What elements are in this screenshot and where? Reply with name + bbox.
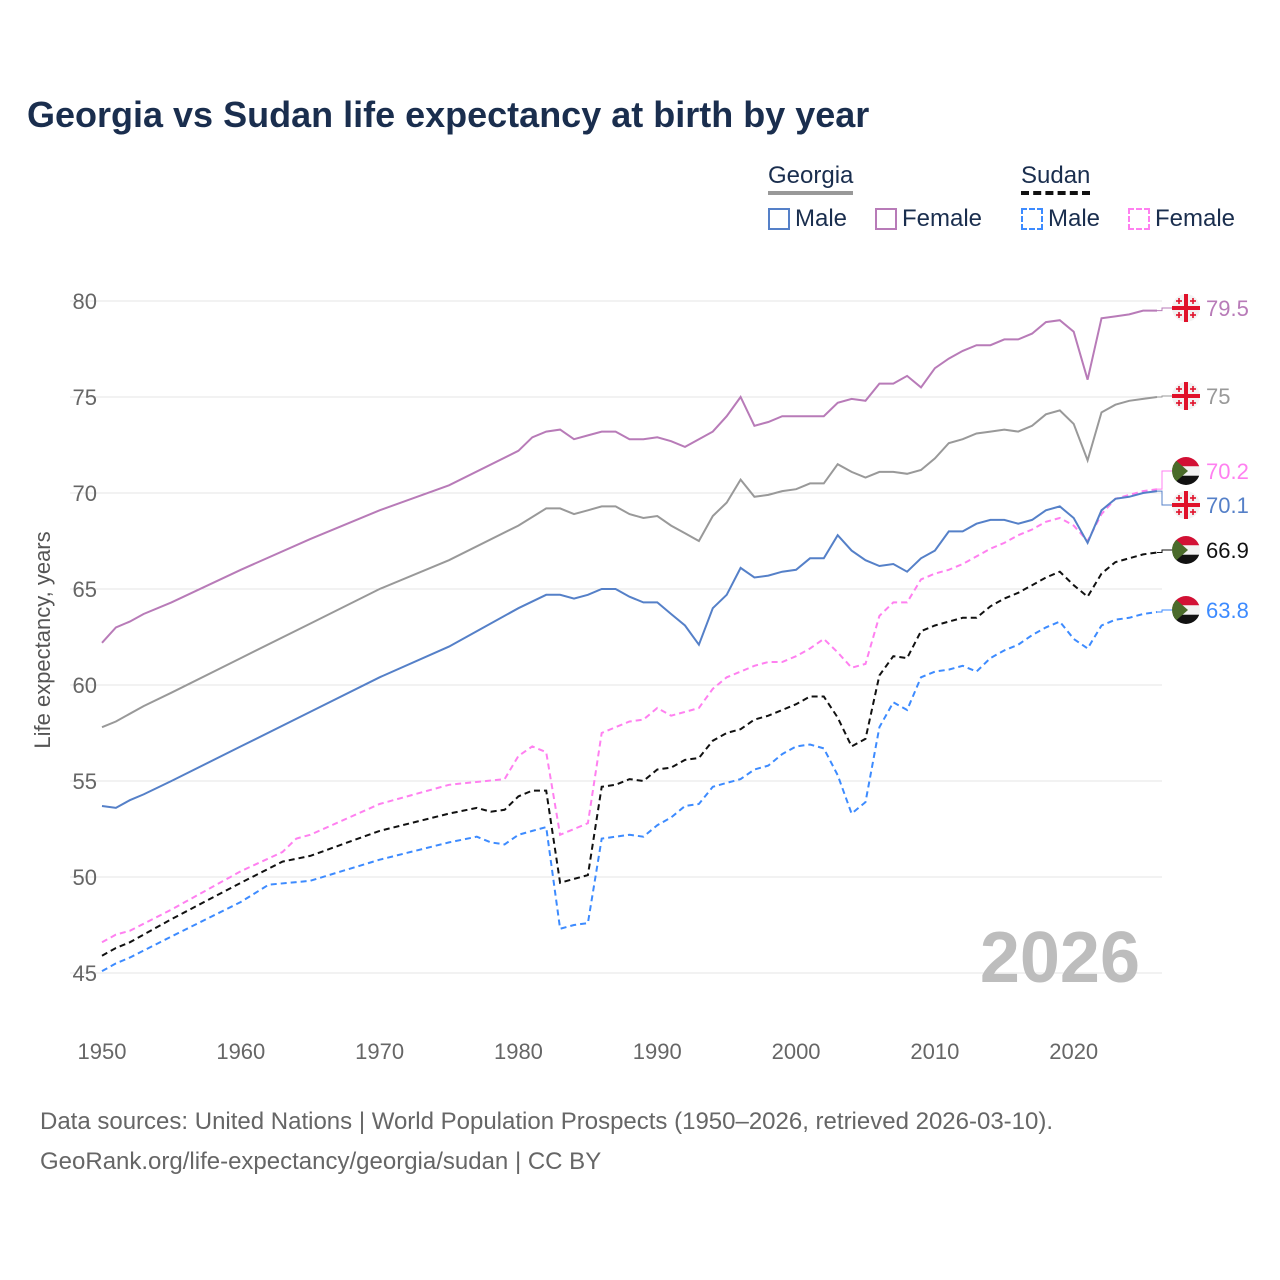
legend-group-label: Sudan xyxy=(1021,162,1091,189)
end-label-connector xyxy=(1157,470,1172,490)
footer-sources: Data sources: United Nations | World Pop… xyxy=(40,1108,1054,1135)
series-line-georgia-total xyxy=(101,396,1158,729)
y-tick-label: 80 xyxy=(73,289,97,314)
legend-swatch xyxy=(768,208,790,230)
y-tick-label: 55 xyxy=(73,769,97,794)
end-value-label: 70.2 xyxy=(1206,459,1249,484)
legend-label: Male xyxy=(1048,205,1101,232)
footer-link[interactable]: GeoRank.org/life-expectancy/georgia/suda… xyxy=(40,1148,602,1175)
x-tick-label: 1980 xyxy=(494,1039,543,1064)
series-line-sudan-male xyxy=(101,611,1158,972)
legend-sudan-line xyxy=(1021,191,1091,195)
chart-title: Georgia vs Sudan life expectancy at birt… xyxy=(27,94,870,135)
legend-georgia-line xyxy=(768,191,854,195)
legend-sudan-female[interactable]: Female xyxy=(1128,205,1235,233)
y-tick-label: 70 xyxy=(73,481,97,506)
series-line-georgia-male xyxy=(101,490,1158,809)
y-tick-label: 65 xyxy=(73,577,97,602)
sudan-flag-icon xyxy=(1172,596,1200,624)
legend-label: Male xyxy=(795,205,848,232)
x-tick-label: 2020 xyxy=(1049,1039,1098,1064)
x-tick-label: 1950 xyxy=(78,1039,127,1064)
legend-swatch xyxy=(1128,208,1150,230)
legend-swatch xyxy=(875,208,897,230)
series-line-sudan-female xyxy=(101,488,1158,944)
legend-georgia-male[interactable]: Male xyxy=(768,205,847,233)
legend-sudan-male[interactable]: Male xyxy=(1021,205,1100,233)
legend-label: Female xyxy=(1155,205,1236,232)
y-tick-label: 75 xyxy=(73,385,97,410)
x-tick-label: 2010 xyxy=(910,1039,959,1064)
end-label-connector xyxy=(1157,307,1172,312)
x-tick-label: 1960 xyxy=(216,1039,265,1064)
y-axis-label: Life expectancy, years xyxy=(30,531,55,748)
y-tick-label: 50 xyxy=(73,865,97,890)
georgia-flag-icon xyxy=(1172,491,1200,519)
end-value-label: 75 xyxy=(1206,384,1230,409)
end-label-connector xyxy=(1157,609,1172,613)
legend-georgia-female[interactable]: Female xyxy=(875,205,982,233)
legend-swatch xyxy=(1021,208,1043,230)
end-label-connector xyxy=(1157,549,1172,554)
end-value-label: 66.9 xyxy=(1206,538,1249,563)
legend-group-georgia: Georgia xyxy=(768,162,854,195)
series-line-georgia-female xyxy=(101,309,1157,644)
sudan-flag-icon xyxy=(1172,457,1200,485)
georgia-flag-icon xyxy=(1172,294,1200,322)
watermark-year: 2026 xyxy=(980,918,1140,998)
x-tick-label: 1990 xyxy=(633,1039,682,1064)
legend-group-label: Georgia xyxy=(768,162,854,189)
y-tick-label: 45 xyxy=(73,961,97,986)
legend-group-sudan: Sudan xyxy=(1021,162,1091,195)
y-tick-label: 60 xyxy=(73,673,97,698)
georgia-flag-icon xyxy=(1172,382,1200,410)
end-label-connector xyxy=(1157,490,1172,506)
x-tick-label: 2000 xyxy=(772,1039,821,1064)
end-label-connector xyxy=(1157,395,1172,398)
legend-label: Female xyxy=(902,205,983,232)
end-value-label: 70.1 xyxy=(1206,493,1249,518)
end-value-label: 63.8 xyxy=(1206,598,1249,623)
sudan-flag-icon xyxy=(1172,536,1200,564)
series-line-sudan-total xyxy=(101,551,1158,957)
end-value-label: 79.5 xyxy=(1206,296,1249,321)
x-tick-label: 1970 xyxy=(355,1039,404,1064)
